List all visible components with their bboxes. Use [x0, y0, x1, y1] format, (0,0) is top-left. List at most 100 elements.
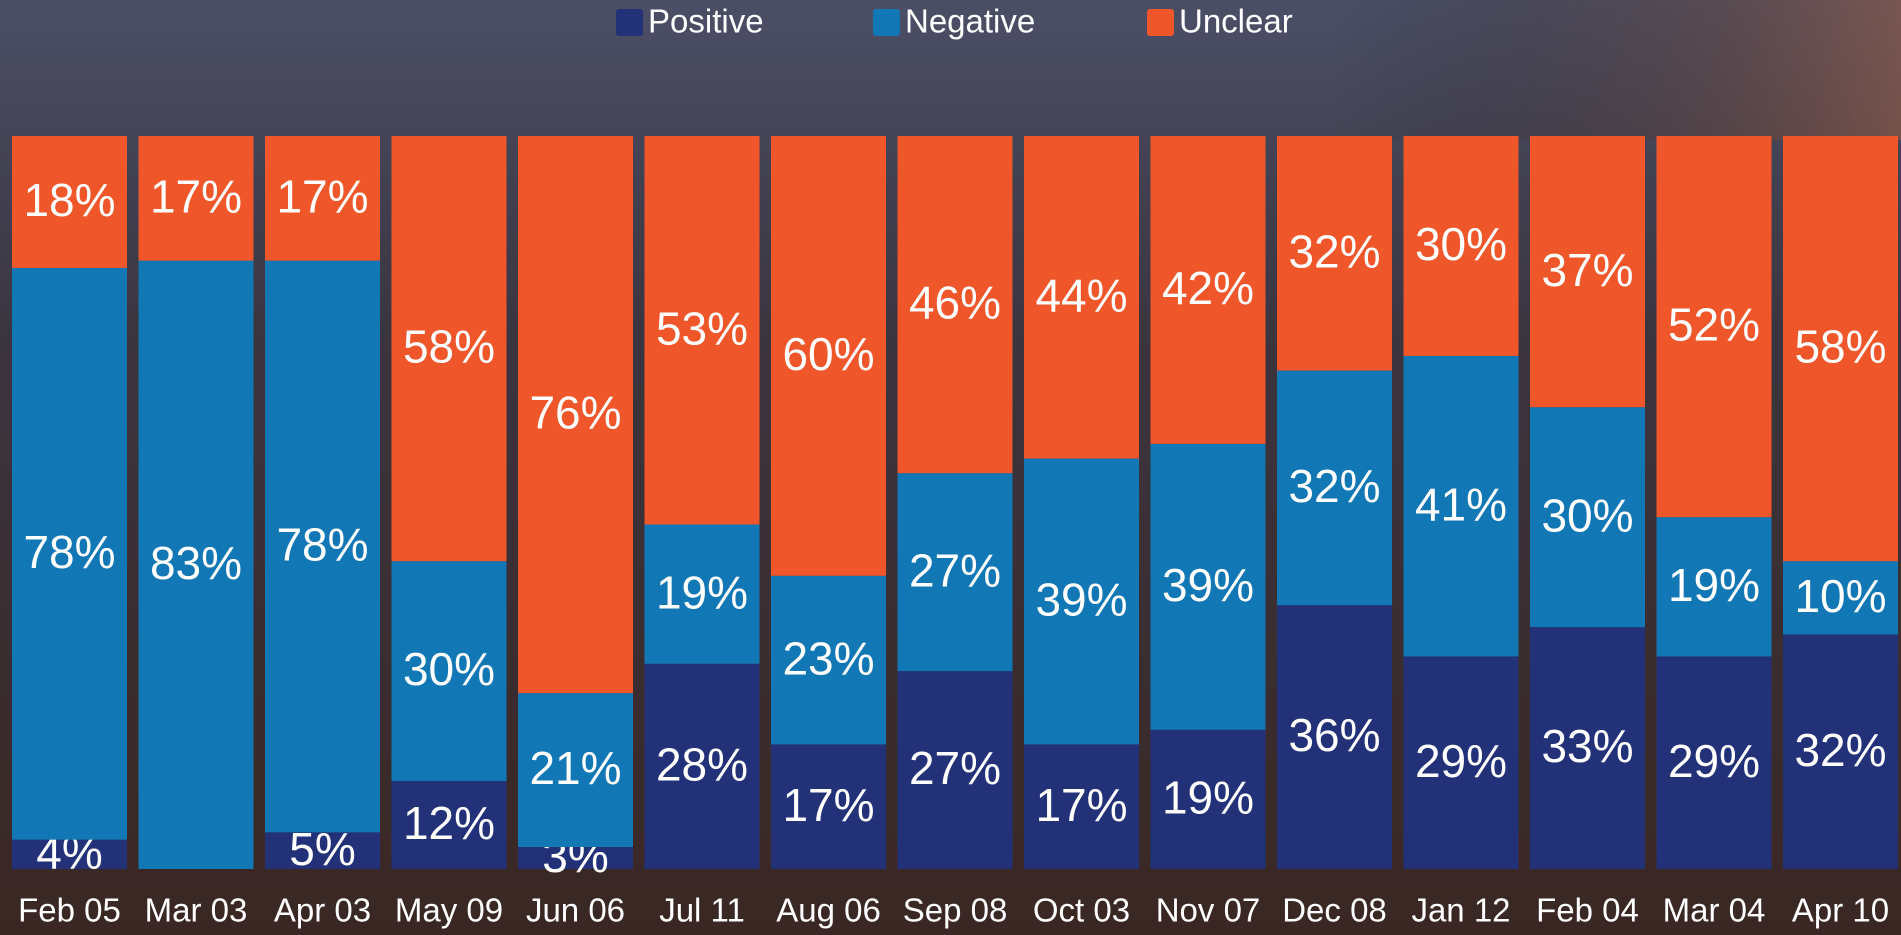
bar-segment [1277, 370, 1392, 606]
bar-segment [1783, 136, 1898, 562]
bar-segment [12, 839, 127, 869]
bar-segment [644, 136, 760, 525]
data-label: 18% [23, 174, 115, 226]
data-label: 32% [1794, 724, 1886, 776]
data-label: 36% [1288, 709, 1380, 761]
bar-segment [771, 575, 886, 745]
data-label: 17% [150, 170, 242, 222]
data-label: 17% [1035, 779, 1127, 831]
bar-segment [1277, 605, 1392, 869]
data-label: 29% [1415, 735, 1507, 787]
legend-label: Negative [905, 3, 1035, 40]
bar-segment [1530, 627, 1645, 869]
data-label: 17% [782, 779, 874, 831]
data-label: 83% [150, 537, 242, 589]
bar-segment [1656, 656, 1772, 869]
data-label: 78% [23, 526, 115, 578]
legend-swatch [873, 9, 900, 36]
x-tick-label: Jul 11 [659, 892, 745, 929]
x-tick-label: May 09 [395, 892, 503, 929]
data-label: 19% [1668, 559, 1760, 611]
bar-segment [1150, 729, 1266, 869]
data-label: 28% [656, 739, 748, 791]
data-label: 10% [1794, 570, 1886, 622]
data-label: 44% [1035, 269, 1127, 321]
legend-swatch [1147, 9, 1174, 36]
x-tick-label: Jan 12 [1411, 892, 1510, 929]
data-label: 30% [1415, 218, 1507, 270]
bar-segment [265, 832, 380, 869]
legend-swatch [616, 9, 643, 36]
data-label: 27% [909, 742, 1001, 794]
bar-segment [1150, 443, 1266, 730]
data-label: 41% [1415, 478, 1507, 530]
x-tick-label: Jun 06 [526, 892, 625, 929]
x-tick-label: Aug 06 [776, 892, 881, 929]
bar-segment [1024, 458, 1139, 745]
bar-segment [12, 136, 127, 268]
data-label: 32% [1288, 225, 1380, 277]
data-label: 52% [1668, 299, 1760, 351]
bar-segment [391, 136, 507, 562]
data-label: 30% [1541, 489, 1633, 541]
data-label: 33% [1541, 720, 1633, 772]
bar-segment [518, 136, 633, 694]
data-label: 39% [1162, 559, 1254, 611]
x-tick-label: Feb 05 [18, 892, 121, 929]
bar-segment [1150, 136, 1266, 444]
x-tick-label: Dec 08 [1282, 892, 1387, 929]
data-label: 60% [782, 328, 874, 380]
x-tick-label: Mar 03 [145, 892, 248, 929]
data-label: 46% [909, 277, 1001, 329]
bar-segment [897, 671, 1013, 869]
legend-label: Unclear [1179, 3, 1293, 40]
x-tick-label: Apr 10 [1792, 892, 1889, 929]
data-label: 78% [276, 519, 368, 571]
bar-segment [12, 267, 127, 840]
bar-segment [265, 260, 380, 833]
bar-segment [138, 136, 254, 261]
bar-segment [1403, 136, 1519, 356]
x-tick-label: Mar 04 [1663, 892, 1766, 929]
bar-segment [265, 136, 380, 261]
bar-segment [1403, 656, 1519, 869]
bar-segment [897, 136, 1013, 474]
bar-segment [1024, 744, 1139, 869]
bar-segment [1783, 634, 1898, 869]
x-tick-label: Oct 03 [1033, 892, 1130, 929]
data-label: 23% [782, 632, 874, 684]
x-tick-label: Apr 03 [274, 892, 371, 929]
data-label: 76% [529, 387, 621, 439]
data-label: 17% [276, 170, 368, 222]
bar-segment [1656, 136, 1772, 518]
bar-segment [644, 524, 760, 664]
data-label: 53% [656, 302, 748, 354]
data-label: 32% [1288, 460, 1380, 512]
data-label: 12% [403, 797, 495, 849]
bar-segment [644, 663, 760, 869]
bar-segment [391, 781, 507, 869]
data-label: 29% [1668, 735, 1760, 787]
bar-segment [1783, 561, 1898, 635]
x-tick-label: Sep 08 [903, 892, 1008, 929]
bar-segment [897, 473, 1013, 672]
bar-segment [1277, 136, 1392, 371]
data-label: 39% [1035, 574, 1127, 626]
data-label: 21% [529, 742, 621, 794]
bar-segment [518, 847, 633, 869]
data-label: 30% [403, 643, 495, 695]
bar-segment [1656, 517, 1772, 657]
bar-segment [1024, 136, 1139, 459]
x-tick-label: Feb 04 [1536, 892, 1639, 929]
data-label: 19% [1162, 772, 1254, 824]
bar-segment [1530, 407, 1645, 628]
data-label: 42% [1162, 262, 1254, 314]
bar-segment [391, 561, 507, 782]
data-label: 37% [1541, 244, 1633, 296]
background-glow [0, 0, 1901, 140]
bar-segment [771, 744, 886, 869]
data-label: 19% [656, 566, 748, 618]
data-label: 58% [403, 321, 495, 373]
